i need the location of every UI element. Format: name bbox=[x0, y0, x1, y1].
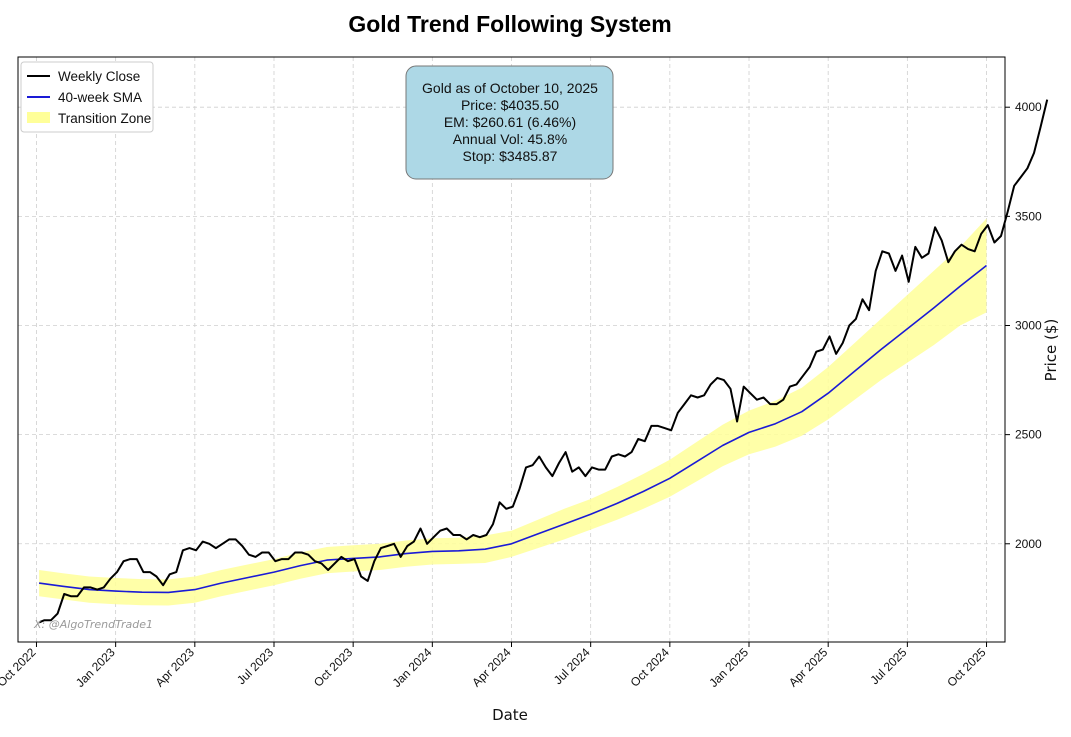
y-tick-label: 2000 bbox=[1015, 537, 1042, 551]
y-tick-label: 3000 bbox=[1015, 318, 1042, 332]
grid bbox=[18, 57, 1005, 642]
sma-layer bbox=[38, 264, 987, 594]
weekly-close-layer bbox=[38, 99, 1049, 624]
sma-line bbox=[38, 264, 987, 594]
info-line-em: EM: $260.61 (6.46%) bbox=[444, 114, 576, 130]
legend-label-weekly-close: Weekly Close bbox=[58, 69, 140, 84]
info-line-vol: Annual Vol: 45.8% bbox=[453, 131, 567, 147]
y-axis-ticks: 2000 2500 3000 3500 4000 bbox=[1005, 100, 1042, 551]
legend-box bbox=[20, 61, 154, 133]
info-line-stop: Stop: $3485.87 bbox=[463, 148, 558, 164]
watermark: X: @AlgoTrendTrade1 bbox=[33, 618, 153, 631]
legend-label-transition-zone: Transition Zone bbox=[58, 111, 151, 126]
y-tick-label: 2500 bbox=[1015, 428, 1042, 442]
info-box: Gold as of October 10, 2025 Price: $4035… bbox=[405, 65, 614, 180]
info-line-price: Price: $4035.50 bbox=[461, 97, 559, 113]
y-axis-label: Price ($) bbox=[1042, 319, 1060, 382]
chart-title: Gold Trend Following System bbox=[348, 11, 671, 37]
legend: Weekly Close 40-week SMA Transition Zone bbox=[20, 61, 154, 133]
legend-swatch-transition-zone bbox=[27, 112, 50, 123]
weekly-close-line bbox=[38, 99, 1049, 624]
y-tick-label: 3500 bbox=[1015, 209, 1042, 223]
y-tick-label: 4000 bbox=[1015, 100, 1042, 114]
info-line-date: Gold as of October 10, 2025 bbox=[422, 80, 598, 96]
info-box-background bbox=[405, 65, 614, 180]
legend-label-sma: 40-week SMA bbox=[58, 90, 142, 105]
transition-zone-band bbox=[39, 218, 987, 606]
x-axis-label: Date bbox=[492, 706, 528, 724]
transition-zone-layer bbox=[39, 218, 987, 606]
